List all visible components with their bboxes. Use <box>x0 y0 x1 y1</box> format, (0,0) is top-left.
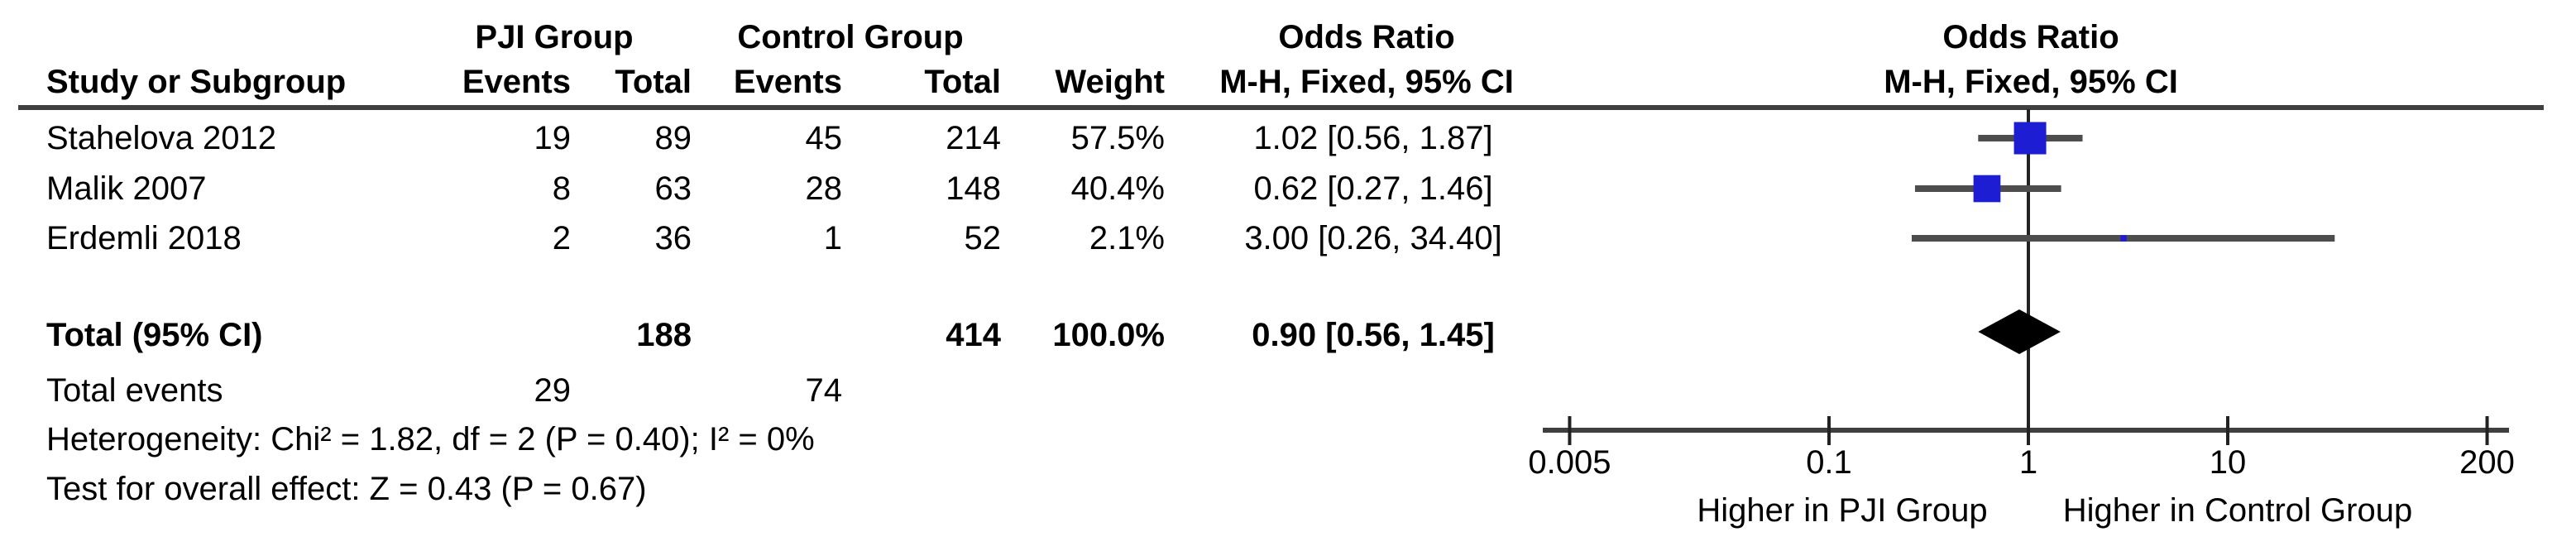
plot-header-odds-ratio: Odds Ratio <box>1942 19 2119 55</box>
events-pji: 19 <box>534 120 572 156</box>
events-ctrl: 1 <box>823 220 842 256</box>
total-ci: 0.90 [0.56, 1.45] <box>1252 317 1495 353</box>
total-events-pji: 29 <box>534 372 572 409</box>
axis-tick-label: 10 <box>2210 444 2247 481</box>
header-rule <box>18 105 2544 110</box>
total-pji: 188 <box>636 317 692 353</box>
axis-tick-label: 1 <box>2019 444 2037 481</box>
total-ctrl: 214 <box>946 120 1001 156</box>
total-pji: 63 <box>654 170 692 207</box>
col-header-events-pji: Events <box>462 64 571 100</box>
total-weight: 100.0% <box>1052 317 1165 353</box>
summary-diamond <box>1978 309 2061 354</box>
events-pji: 2 <box>552 220 571 256</box>
group-header-pji: PJI Group <box>475 19 634 55</box>
ci-text: 3.00 [0.26, 34.40] <box>1244 220 1502 256</box>
weight: 40.4% <box>1070 170 1165 207</box>
weight: 57.5% <box>1070 120 1165 156</box>
heterogeneity-line: Heterogeneity: Chi² = 1.82, df = 2 (P = … <box>46 421 815 458</box>
total-ctrl: 52 <box>964 220 1002 256</box>
plot-header-ci: M-H, Fixed, 95% CI <box>1884 64 2178 100</box>
study-name: Erdemli 2018 <box>46 220 242 256</box>
events-ctrl: 45 <box>805 120 843 156</box>
table-row: Malik 2007 8 63 28 148 40.4% 0.62 [0.27, 1.46] <box>0 165 2576 212</box>
total-ctrl: 148 <box>946 170 1001 207</box>
col-header-events-control: Events <box>733 64 842 100</box>
group-header-control: Control Group <box>737 19 964 55</box>
col-header-study: Study or Subgroup <box>46 64 347 100</box>
or-marker <box>2013 122 2047 155</box>
total-control: 414 <box>946 317 1001 353</box>
overall-effect-line: Test for overall effect: Z = 0.43 (P = 0… <box>46 471 647 507</box>
axis-label-left: Higher in PJI Group <box>1697 492 1987 529</box>
total-events-label: Total events <box>46 372 223 409</box>
col-header-weight: Weight <box>1055 64 1165 100</box>
study-name: Malik 2007 <box>46 170 207 207</box>
col-header-ci: M-H, Fixed, 95% CI <box>1219 64 1514 100</box>
total-pji: 89 <box>654 120 692 156</box>
table-row: Erdemli 2018 2 36 1 52 2.1% 3.00 [0.26, 34.40] <box>0 215 2576 261</box>
or-marker <box>1973 175 2001 203</box>
total-events-control: 74 <box>805 372 843 409</box>
column-header-odds-ratio: Odds Ratio <box>1278 19 1455 55</box>
total-pji: 36 <box>654 220 692 256</box>
study-name: Stahelova 2012 <box>46 120 277 156</box>
events-ctrl: 28 <box>805 170 843 207</box>
weight: 2.1% <box>1089 220 1165 256</box>
axis-tick-label: 0.1 <box>1806 444 1852 481</box>
total-row-label: Total (95% CI) <box>46 317 263 353</box>
axis-tick-label: 200 <box>2459 444 2515 481</box>
col-header-total-pji: Total <box>615 64 692 100</box>
or-marker <box>2120 235 2127 242</box>
ci-text: 1.02 [0.56, 1.87] <box>1253 120 1493 156</box>
axis-label-right: Higher in Control Group <box>2063 492 2412 529</box>
ci-text: 0.62 [0.27, 1.46] <box>1253 170 1493 207</box>
table-row: Stahelova 2012 19 89 45 214 57.5% 1.02 [0.56, … <box>0 115 2576 161</box>
events-pji: 8 <box>552 170 571 207</box>
axis-tick-label: 0.005 <box>1528 444 1611 481</box>
col-header-total-control: Total <box>924 64 1001 100</box>
